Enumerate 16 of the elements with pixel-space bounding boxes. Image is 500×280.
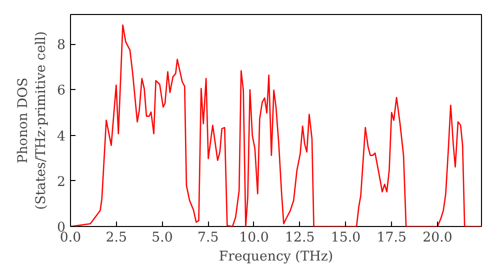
- x-axis-title: Frequency (THz): [218, 250, 334, 264]
- x-tick-label: 10.0: [239, 230, 269, 246]
- x-tick-label: 17.5: [376, 230, 406, 246]
- y-axis-title: Phonon DOS (States/THz·primitive cell): [16, 31, 50, 210]
- x-tick-label: 0.0: [60, 230, 82, 246]
- x-tick-label: 20.0: [422, 230, 452, 246]
- y-tick-label: 2: [57, 174, 66, 190]
- x-tick-label: 15.0: [330, 230, 361, 246]
- x-tick-label: 12.5: [285, 230, 315, 246]
- line-series: [70, 24, 482, 226]
- x-tick-label: 7.5: [198, 230, 219, 246]
- x-tick-label: 2.5: [106, 230, 127, 246]
- x-tick-label: 5.0: [152, 230, 173, 246]
- y-tick-label: 4: [57, 129, 66, 144]
- y-tick-label: 8: [57, 38, 66, 54]
- y-tick-label: 6: [57, 84, 66, 99]
